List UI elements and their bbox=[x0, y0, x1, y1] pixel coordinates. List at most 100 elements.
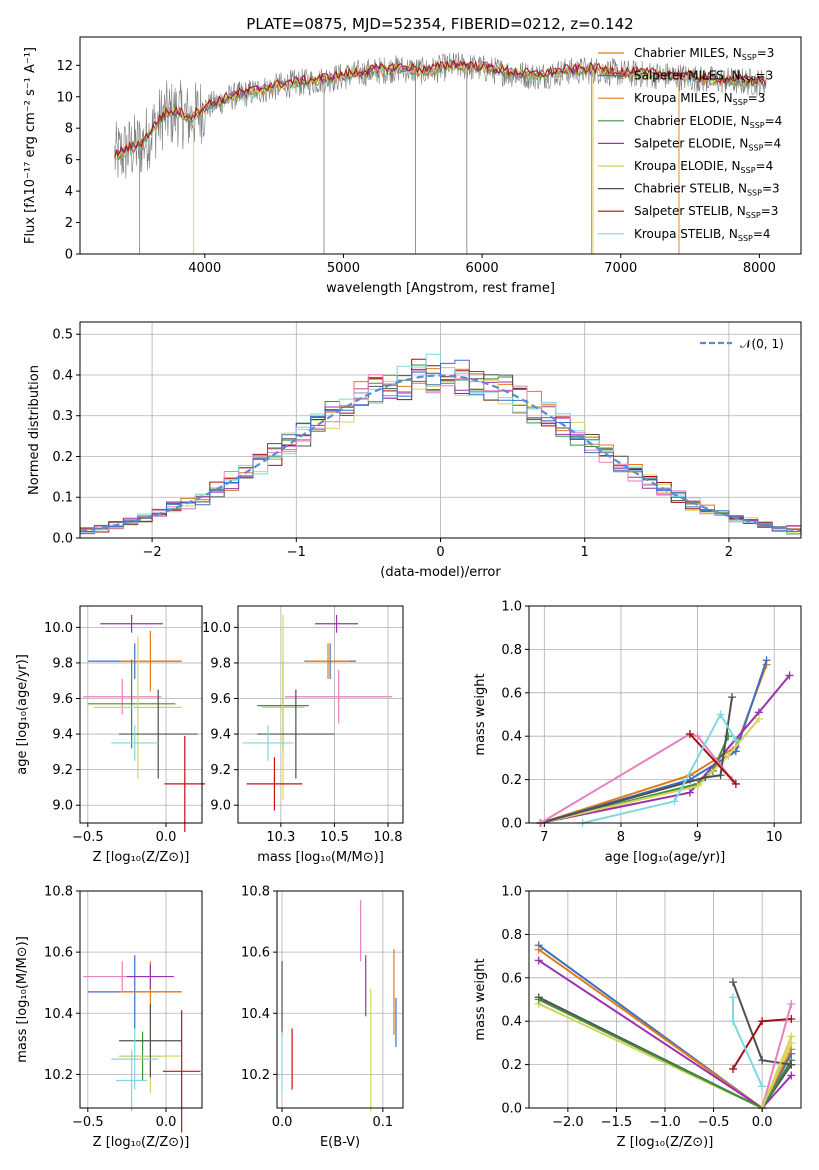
x-tick-label: 9 bbox=[693, 830, 701, 845]
plot-mass_vs_Z: −0.5 0.0 10.2 10.4 10.6 10.8 Z [log₁₀(Z/Z⊙)] ma… bbox=[15, 885, 203, 1150]
weight-marker bbox=[670, 797, 679, 806]
y-tick-label: 10.6 bbox=[241, 946, 270, 961]
y-axis-label: mass weight bbox=[473, 958, 488, 1040]
weight-series bbox=[582, 712, 737, 824]
y-tick-label: 1.0 bbox=[501, 885, 522, 900]
x-tick-label: 0.0 bbox=[156, 830, 177, 845]
weight-series bbox=[540, 718, 760, 824]
x-tick-label: 10.8 bbox=[374, 830, 403, 845]
weight-series bbox=[539, 732, 733, 824]
weight-series bbox=[761, 1003, 793, 1109]
y-tick-label: 12 bbox=[56, 59, 73, 74]
legend-label: Chabrier STELIB, NSSP=3 bbox=[634, 182, 780, 198]
weight-series bbox=[761, 1036, 793, 1109]
y-axis-label: mass [log₁₀(M/M⊙)] bbox=[15, 936, 30, 1063]
y-tick-label: 9.8 bbox=[210, 656, 231, 671]
y-tick-label: 9.2 bbox=[52, 763, 73, 778]
legend-label: Kroupa STELIB, NSSP=4 bbox=[634, 227, 771, 243]
axes-frame bbox=[79, 890, 203, 1109]
x-axis-label: age [log₁₀(age/yr)] bbox=[605, 850, 726, 865]
x-tick-label: 5000 bbox=[327, 261, 360, 276]
histogram-series bbox=[80, 359, 801, 532]
x-tick-label: 7 bbox=[540, 830, 548, 845]
y-tick-label: 2 bbox=[65, 216, 73, 231]
y-tick-label: 0.8 bbox=[501, 643, 522, 658]
x-tick-label: −1.0 bbox=[649, 1115, 681, 1130]
x-tick-label: −0.5 bbox=[698, 1115, 730, 1130]
weight-marker bbox=[762, 656, 771, 665]
plot-spectrum: 4000 5000 6000 7000 8000 0 2 4 6 8 10 12 wavelength … bbox=[23, 36, 802, 296]
y-tick-label: 0.6 bbox=[501, 686, 522, 701]
x-axis-label: mass [log₁₀(M/M⊙)] bbox=[257, 850, 384, 865]
plot-mass_vs_EBV: 0.0 0.1 10.2 10.4 10.6 10.8 E(B-V) bbox=[241, 885, 404, 1150]
y-tick-label: 10.2 bbox=[44, 1068, 73, 1083]
x-tick-label: 10.3 bbox=[266, 830, 295, 845]
plot-data-age_vs_Z bbox=[83, 614, 206, 832]
axes-frame bbox=[276, 890, 404, 1109]
x-axis-label: Z [log₁₀(Z/Z⊙)] bbox=[93, 850, 190, 865]
weight-marker bbox=[754, 714, 763, 723]
legend: Chabrier MILES, NSSP=3 Salpeter MILES, NS… bbox=[598, 46, 782, 243]
plot-weight_vs_age: 7 8 9 10 0.0 0.2 0.4 0.6 0.8 1.0 age [log₁₀(age/yr… bbox=[473, 600, 802, 865]
weight-marker bbox=[729, 993, 737, 1002]
plot-data-mass_vs_Z bbox=[83, 955, 201, 1133]
y-tick-label: 10 bbox=[56, 90, 73, 105]
x-tick-label: 0.0 bbox=[272, 1115, 293, 1130]
y-tick-label: 9.4 bbox=[210, 728, 231, 743]
weight-series bbox=[689, 733, 737, 785]
weight-marker bbox=[731, 736, 740, 745]
x-tick-label: 8000 bbox=[743, 261, 776, 276]
y-tick-label: 9.6 bbox=[52, 692, 73, 707]
plot-data-residuals bbox=[79, 353, 802, 535]
y-tick-label: 10.0 bbox=[202, 621, 231, 636]
y-tick-label: 9.4 bbox=[52, 728, 73, 743]
x-tick-label: 4000 bbox=[188, 261, 221, 276]
weight-marker bbox=[787, 1060, 796, 1069]
figure-title: PLATE=0875, MJD=52354, FIBERID=0212, z=0… bbox=[246, 15, 633, 33]
y-tick-label: 0.4 bbox=[501, 1015, 522, 1030]
y-tick-label: 0.3 bbox=[52, 409, 73, 424]
legend-label: Salpeter MILES, NSSP=3 bbox=[634, 69, 773, 85]
weight-marker bbox=[729, 1064, 737, 1073]
x-axis-label: Z [log₁₀(Z/Z⊙)] bbox=[93, 1135, 190, 1150]
plot-data-mass_vs_EBV bbox=[281, 900, 397, 1112]
x-tick-label: 0.0 bbox=[156, 1115, 177, 1130]
y-tick-label: 10.8 bbox=[44, 885, 73, 900]
legend-label: Salpeter ELODIE, NSSP=4 bbox=[634, 136, 781, 152]
x-tick-label: 8 bbox=[617, 830, 625, 845]
y-tick-label: 9.0 bbox=[52, 799, 73, 814]
plot-weight_vs_Z: −2.0 −1.5 −1.0 −0.5 0.0 0.0 0.2 0.4 0.6 0.8 1.0 Z [… bbox=[473, 885, 802, 1150]
histogram-series bbox=[80, 353, 801, 535]
axes-frame bbox=[528, 890, 802, 1109]
x-tick-label: 0 bbox=[436, 545, 444, 560]
plot-data-spectrum bbox=[114, 52, 767, 254]
weight-marker bbox=[729, 978, 737, 987]
y-axis-label: age [log₁₀(age/yr)] bbox=[15, 654, 30, 775]
y-tick-label: 0.0 bbox=[52, 532, 73, 547]
weight-marker bbox=[785, 671, 794, 680]
x-tick-label: 6000 bbox=[466, 261, 499, 276]
x-tick-label: 1 bbox=[581, 545, 589, 560]
y-tick-label: 10.8 bbox=[241, 885, 270, 900]
weight-marker bbox=[787, 1015, 796, 1024]
weight-marker bbox=[534, 995, 543, 1004]
x-tick-label: −2 bbox=[143, 545, 162, 560]
weight-marker bbox=[534, 945, 543, 954]
weight-marker bbox=[534, 956, 543, 965]
y-tick-label: 4 bbox=[65, 185, 73, 200]
gaussian-curve bbox=[79, 374, 802, 532]
weight-marker bbox=[693, 782, 702, 791]
plot-age_vs_mass: 10.3 10.5 10.8 9.0 9.2 9.4 9.6 9.8 10.0 mass [log… bbox=[202, 605, 404, 865]
y-tick-label: 0.1 bbox=[52, 491, 73, 506]
weight-marker bbox=[685, 730, 694, 739]
weight-marker bbox=[787, 1071, 796, 1080]
model-spectrum bbox=[114, 59, 766, 158]
axes-frame bbox=[79, 36, 802, 255]
y-tick-label: 6 bbox=[65, 153, 73, 168]
x-axis-label: Z [log₁₀(Z/Z⊙)] bbox=[617, 1135, 714, 1150]
x-tick-label: −0.5 bbox=[72, 830, 104, 845]
y-axis-label: Normed distribution bbox=[27, 365, 42, 495]
weight-marker bbox=[787, 1032, 796, 1041]
